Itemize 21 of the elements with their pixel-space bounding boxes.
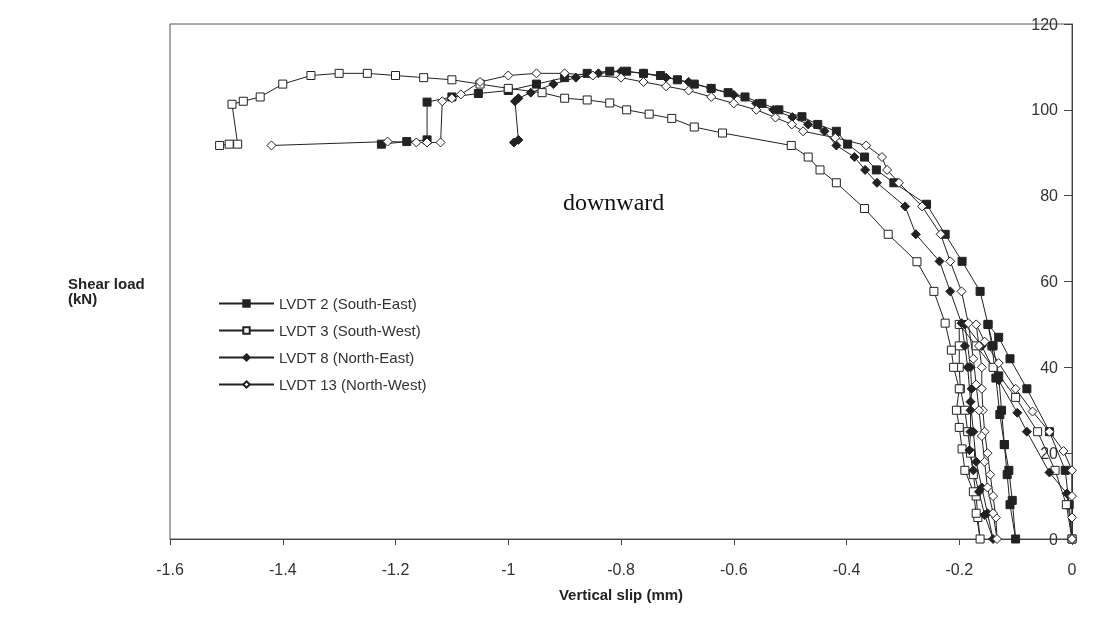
x-tick-label: -1 — [501, 560, 516, 578]
y-tick-label: 100 — [1031, 101, 1059, 119]
y-axis-title: Shear load (kN) — [68, 275, 145, 307]
y-tick-label: 80 — [1040, 187, 1059, 205]
x-axis-title: Vertical slip (mm) — [558, 586, 684, 603]
x-tick-label: -1.4 — [268, 560, 297, 578]
y-tick-label: 60 — [1040, 273, 1059, 290]
x-tick-label: -0.6 — [719, 560, 748, 578]
y-tick-label: 40 — [1040, 358, 1059, 376]
annotation: downward — [563, 189, 665, 215]
y-tick-label: 120 — [1031, 15, 1059, 33]
legend-label: LVDT 3 (South-West) — [279, 322, 421, 339]
x-tick-label: -1.2 — [381, 560, 410, 578]
legend-label: LVDT 8 (North-East) — [279, 349, 415, 366]
x-tick-label: -1.6 — [156, 560, 184, 578]
legend-label: LVDT 13 (North-West) — [279, 376, 427, 393]
legend-label: LVDT 2 (South-East) — [279, 295, 417, 312]
x-tick-label: 0 — [1067, 560, 1077, 578]
x-tick-label: -0.4 — [832, 560, 861, 578]
x-tick-label: -0.2 — [945, 560, 974, 578]
x-tick-label: -0.8 — [607, 560, 635, 578]
